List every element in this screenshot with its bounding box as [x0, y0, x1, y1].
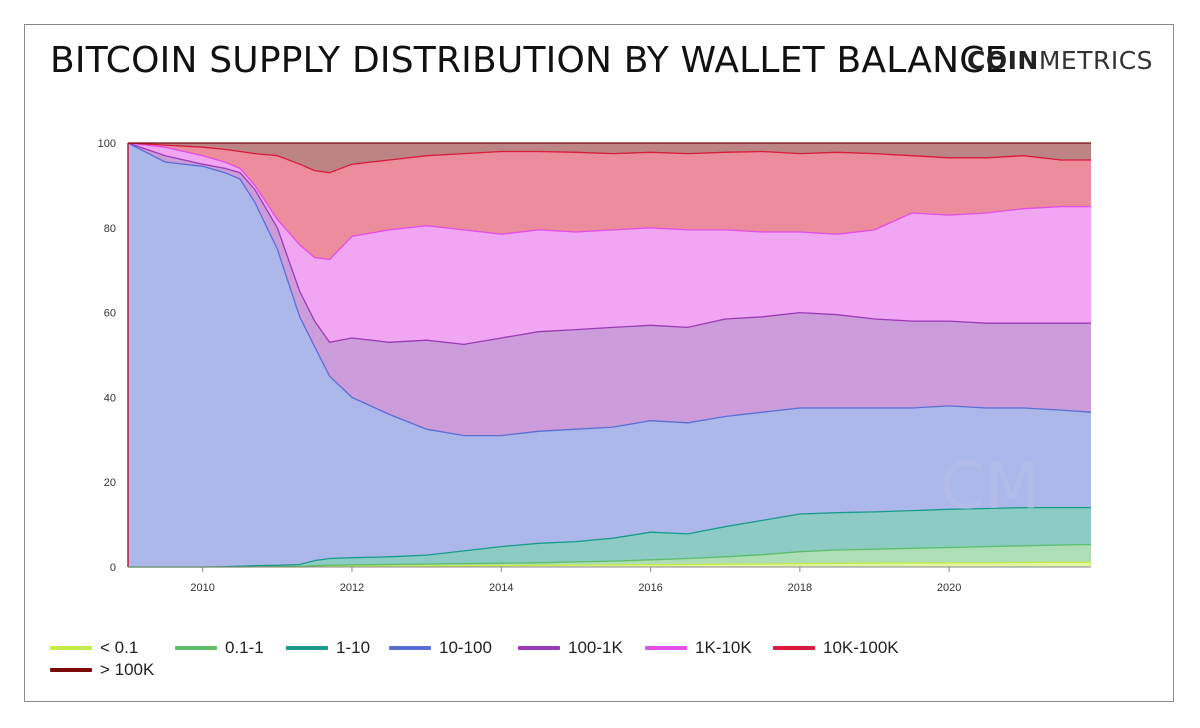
y-tick-label-2: 40 — [104, 392, 116, 404]
legend-swatch — [645, 646, 687, 650]
legend-swatch — [175, 646, 217, 650]
y-tick-label-5: 100 — [98, 138, 116, 150]
legend-item-1[interactable]: 0.1-1 — [175, 638, 264, 658]
x-tick-label-0: 2010 — [190, 582, 214, 594]
legend-label: 1K-10K — [695, 638, 752, 657]
legend-swatch — [286, 646, 328, 650]
x-tick-label-3: 2016 — [638, 582, 662, 594]
x-tick-label-1: 2012 — [340, 582, 364, 594]
legend-item-4[interactable]: 100-1K — [518, 638, 623, 658]
legend-item-0[interactable]: < 0.1 — [50, 638, 138, 658]
y-tick-label-4: 80 — [104, 223, 116, 235]
legend-label: 1-10 — [336, 638, 371, 657]
legend-item-5[interactable]: 1K-10K — [645, 638, 752, 658]
logo-light-text: METRICS — [1038, 46, 1154, 75]
coinmetrics-logo: COINMETRICS — [967, 46, 1153, 75]
legend-item-3[interactable]: 10-100 — [389, 638, 492, 658]
legend-item-7[interactable]: > 100K — [50, 660, 154, 680]
page-title: BITCOIN SUPPLY DISTRIBUTION BY WALLET BA… — [50, 40, 1008, 81]
legend-label: 100-1K — [568, 638, 623, 657]
watermark-text: CM — [940, 450, 1040, 524]
area-band-5 — [128, 143, 1091, 345]
series-line-6 — [127, 142, 1091, 174]
legend-label: 10K-100K — [823, 638, 899, 657]
logo-bold-text: COIN — [967, 46, 1039, 75]
legend-label: < 0.1 — [100, 638, 139, 657]
legend-swatch — [50, 646, 92, 650]
y-tick-label-1: 20 — [104, 477, 116, 489]
series-line-5 — [127, 142, 1091, 261]
area-band-6 — [128, 143, 1091, 260]
legend-swatch — [773, 646, 815, 650]
x-tick-label-2: 2014 — [489, 582, 513, 594]
legend-label: 10-100 — [439, 638, 492, 657]
legend-swatch — [50, 668, 92, 672]
series-line-4 — [127, 142, 1091, 346]
area-band-3 — [128, 143, 1091, 567]
legend-swatch — [389, 646, 431, 650]
legend-item-6[interactable]: 10K-100K — [773, 638, 899, 658]
series-line-3 — [127, 142, 1092, 437]
legend-item-2[interactable]: 1-10 — [286, 638, 370, 658]
legend-label: 0.1-1 — [225, 638, 264, 657]
y-tick-label-3: 60 — [104, 308, 116, 320]
y-tick-label-0: 0 — [110, 562, 116, 574]
area-band-7 — [128, 143, 1091, 173]
legend-swatch — [518, 646, 560, 650]
area-band-2 — [128, 507, 1091, 567]
area-band-4 — [128, 143, 1091, 436]
x-tick-label-5: 2020 — [937, 582, 961, 594]
x-tick-label-4: 2018 — [788, 582, 812, 594]
legend-label: > 100K — [100, 660, 155, 679]
series-line-2 — [128, 506, 1091, 568]
